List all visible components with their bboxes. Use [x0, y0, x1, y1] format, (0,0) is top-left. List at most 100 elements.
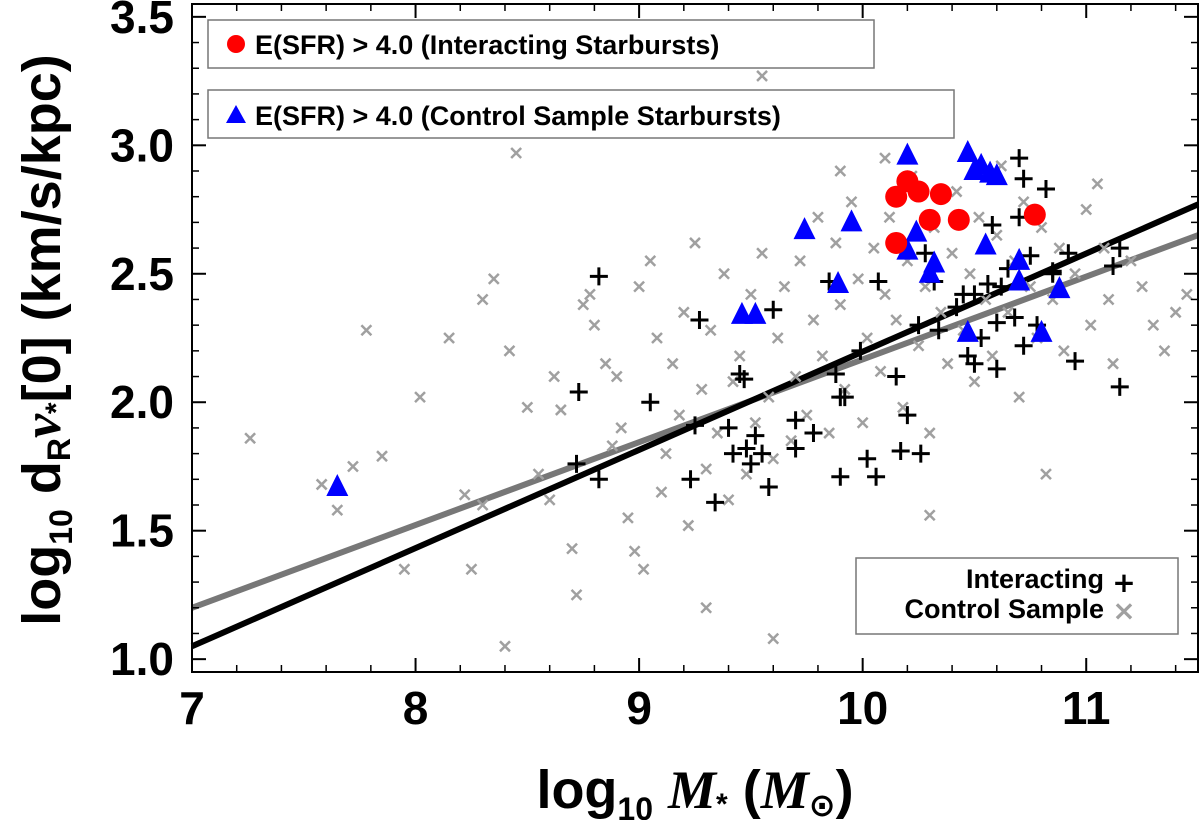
- x-tick-label: 8: [403, 682, 429, 734]
- control-point: [700, 463, 713, 475]
- legend-interacting-starbursts-label: E(SFR) > 4.0 (Interacting Starbursts): [255, 30, 719, 60]
- y-tick-label: 1.0: [110, 633, 174, 685]
- control-point: [414, 391, 426, 403]
- interacting-point: [965, 354, 984, 373]
- control-point: [711, 427, 724, 439]
- control-point: [704, 324, 717, 337]
- interacting-point: [690, 311, 709, 330]
- control-starburst-point: [744, 301, 767, 324]
- interacting-point: [569, 382, 588, 401]
- control-point: [1169, 306, 1182, 319]
- interacting-point: [589, 267, 608, 286]
- control-starburst-point: [326, 474, 349, 497]
- control-point: [789, 370, 802, 383]
- control-point: [666, 357, 679, 370]
- control-point: [912, 339, 925, 352]
- control-point: [499, 640, 511, 653]
- axis-ticks: [191, 4, 1198, 672]
- interacting-point: [978, 275, 997, 294]
- control-point: [347, 460, 359, 473]
- interacting-point: [641, 393, 660, 412]
- control-point: [852, 273, 865, 285]
- control-point: [890, 314, 903, 326]
- legend-control-starbursts-label: E(SFR) > 4.0 (Control Sample Starbursts): [255, 101, 781, 131]
- interacting-starburst-point: [929, 183, 952, 206]
- control-point: [845, 195, 858, 208]
- x-tick-label: 9: [626, 682, 652, 734]
- control-point: [588, 319, 601, 332]
- control-point: [476, 293, 489, 306]
- control-point: [644, 255, 657, 267]
- x-tick-label: 11: [1062, 682, 1111, 734]
- control-starburst-point: [793, 217, 816, 240]
- control-point: [1069, 267, 1081, 280]
- control-point: [823, 427, 836, 439]
- legend-cross-marker: ×: [1112, 594, 1135, 627]
- control-point: [722, 493, 735, 506]
- interacting-point: [947, 298, 966, 317]
- control-point: [376, 450, 388, 463]
- control-point: [964, 267, 976, 280]
- control-starburst-point: [974, 232, 997, 255]
- control-point: [919, 280, 932, 293]
- interacting-point: [567, 454, 586, 473]
- interacting-point: [911, 444, 930, 463]
- control-point: [651, 332, 663, 344]
- control-point: [950, 185, 963, 198]
- control-point: [637, 563, 650, 576]
- control-point: [807, 314, 820, 326]
- control-point: [767, 632, 780, 645]
- interacting-point: [1066, 352, 1085, 371]
- control-point: [756, 70, 768, 82]
- control-point: [1057, 344, 1070, 357]
- legend-control-label: Control Sample: [904, 594, 1104, 624]
- interacting-starburst-point: [885, 185, 908, 208]
- control-starburst-point: [956, 140, 979, 163]
- interacting-point: [987, 359, 1006, 378]
- interacting-point: [759, 478, 778, 497]
- interacting-point: [867, 467, 886, 486]
- interacting-point: [858, 449, 877, 468]
- control-point: [874, 365, 887, 378]
- control-point: [883, 211, 896, 224]
- control-starburst-point: [896, 142, 919, 165]
- control-point: [834, 165, 847, 177]
- control-point: [610, 370, 623, 383]
- control-point: [1107, 357, 1119, 370]
- control-point: [1040, 468, 1052, 481]
- interacting-point: [686, 416, 704, 435]
- control-point: [756, 247, 768, 260]
- control-point: [968, 375, 981, 388]
- interacting-point: [724, 444, 743, 463]
- control-point: [941, 357, 954, 370]
- y-tick-label: 1.5: [110, 505, 174, 557]
- control-starburst-point: [1008, 268, 1031, 291]
- control-sample-points: [244, 70, 1193, 653]
- interacting-starburst-point: [947, 208, 970, 231]
- control-point: [1013, 391, 1026, 403]
- interacting-point: [909, 316, 928, 335]
- control-point: [487, 273, 500, 285]
- interacting-starburst-point: [885, 231, 908, 254]
- interacting-point: [1110, 239, 1129, 258]
- plot-frame: [191, 3, 1199, 673]
- interacting-point: [746, 426, 765, 445]
- interacting-point: [987, 313, 1006, 332]
- control-point: [1091, 177, 1104, 190]
- y-tick-label: 2.5: [110, 248, 174, 300]
- control-point: [548, 370, 561, 383]
- interacting-point: [1010, 149, 1029, 168]
- interacting-point: [965, 285, 984, 304]
- control-point: [660, 447, 672, 460]
- interacting-point: [719, 418, 738, 437]
- control-point: [689, 237, 701, 249]
- control-point: [935, 306, 947, 319]
- control-point: [794, 255, 806, 267]
- interacting-point: [786, 411, 805, 430]
- control-point: [762, 391, 775, 403]
- y-axis-title: log10 dRν*[0] (km/s/kpc): [12, 54, 79, 625]
- control-point: [700, 601, 713, 614]
- control-point: [1080, 203, 1093, 216]
- control-point: [1125, 255, 1137, 267]
- legend-interacting-starbursts: E(SFR) > 4.0 (Interacting Starbursts): [207, 19, 875, 69]
